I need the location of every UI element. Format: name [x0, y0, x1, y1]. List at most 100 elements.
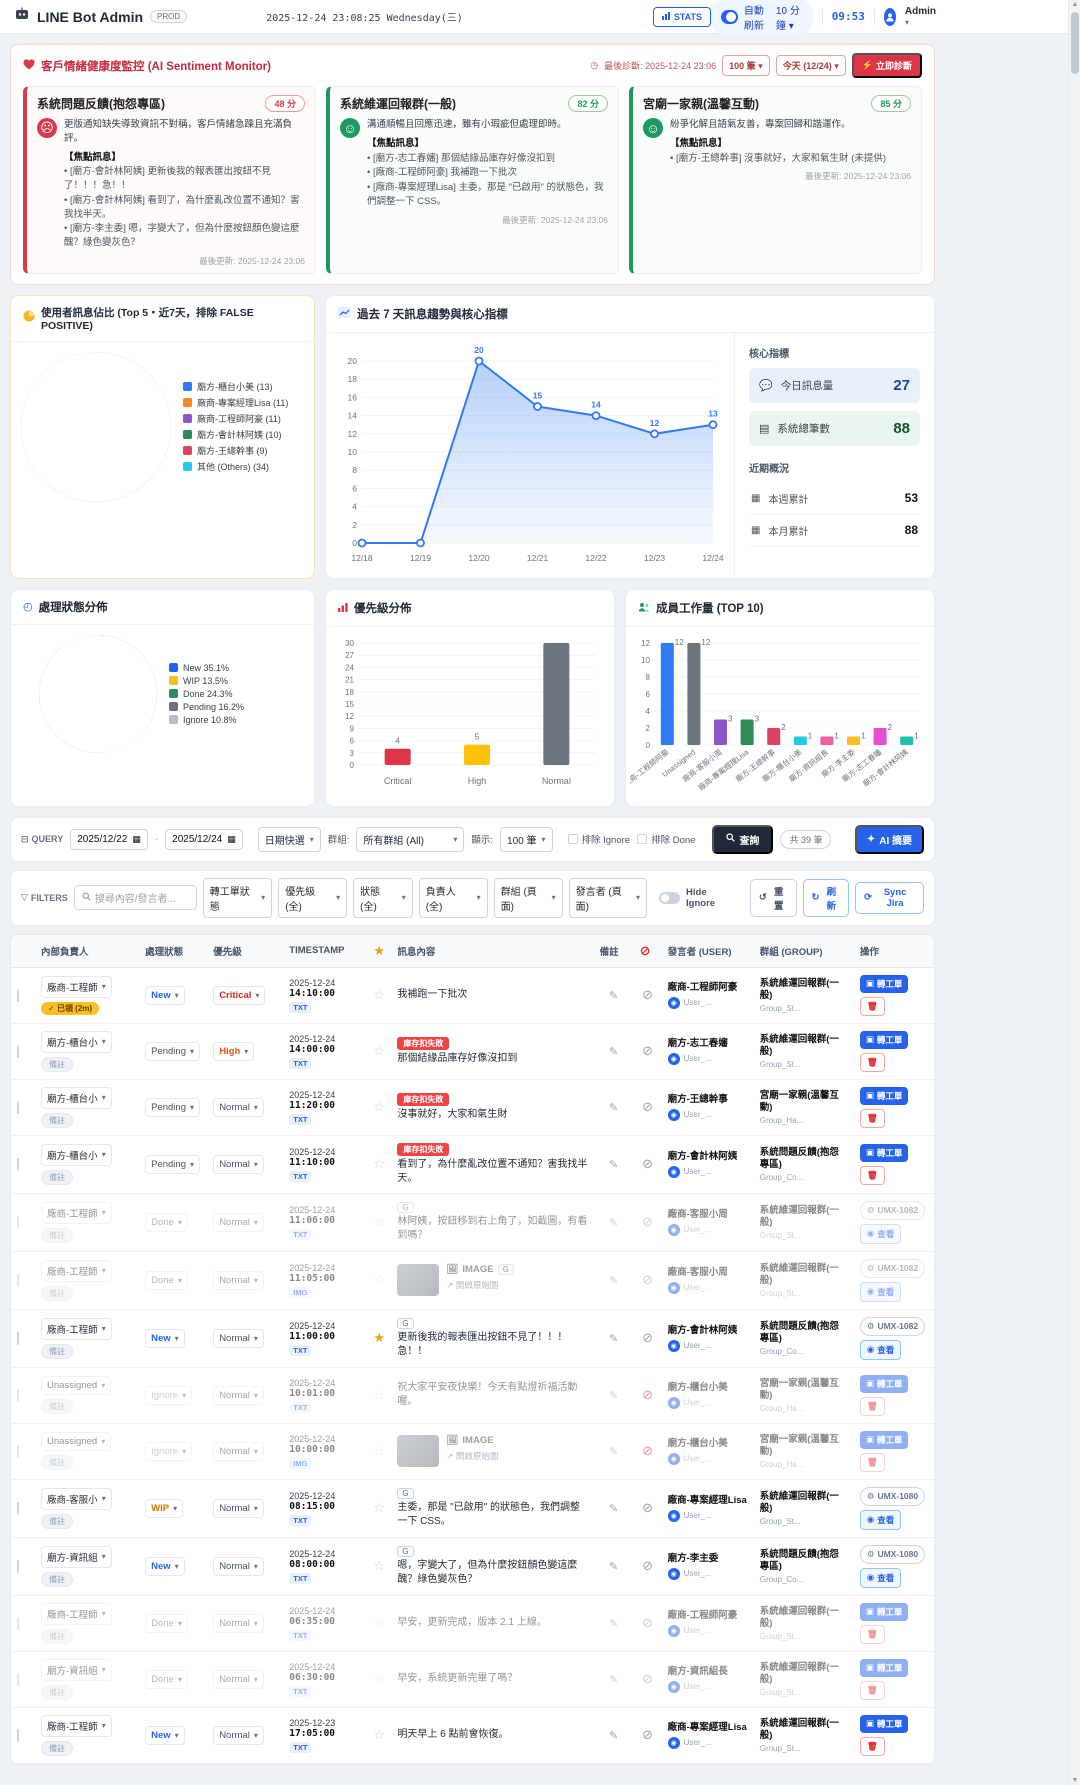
- status-select[interactable]: Done ▾: [145, 1212, 188, 1232]
- row-checkbox[interactable]: [17, 1388, 19, 1402]
- convert-ticket-button[interactable]: ▣ 轉工單: [859, 1430, 909, 1449]
- assignee-select[interactable]: 廟方-資訊組 ▾: [41, 1545, 112, 1568]
- note-edit-icon[interactable]: ✎: [608, 1560, 619, 1573]
- delete-button[interactable]: 🗑: [859, 1108, 885, 1128]
- note-edit-icon[interactable]: ✎: [608, 1332, 619, 1345]
- sync-jira-button[interactable]: ⟳ Sync Jira: [855, 881, 924, 914]
- note-button[interactable]: 備註: [41, 1740, 74, 1756]
- note-edit-icon[interactable]: ✎: [608, 1274, 619, 1287]
- assignee-select[interactable]: 廠商-工程師 ▾: [41, 1602, 112, 1625]
- note-button[interactable]: 備註: [41, 1285, 74, 1301]
- note-button[interactable]: 備註: [41, 1343, 74, 1359]
- note-edit-icon[interactable]: ✎: [608, 1045, 619, 1058]
- date-to-input[interactable]: 2025/12/24 ▦: [165, 828, 243, 850]
- assignee-filter[interactable]: 負責人 (全) ▾: [418, 877, 488, 918]
- false-positive-icon[interactable]: ⊘: [642, 1272, 654, 1288]
- status-select[interactable]: Pending ▾: [145, 1097, 201, 1117]
- assignee-select[interactable]: Unassigned ▾: [41, 1432, 112, 1452]
- diagnose-now-button[interactable]: ⚡ 立即診斷: [851, 53, 922, 78]
- ticket-status-filter[interactable]: 轉工單狀態 ▾: [202, 877, 273, 918]
- row-checkbox[interactable]: [17, 1616, 19, 1630]
- image-thumbnail[interactable]: [397, 1435, 440, 1468]
- star-icon[interactable]: ☆: [373, 1099, 385, 1115]
- status-select[interactable]: Done ▾: [145, 1669, 188, 1689]
- star-icon[interactable]: ☆: [373, 1214, 385, 1230]
- note-edit-icon[interactable]: ✎: [608, 1101, 619, 1114]
- priority-select[interactable]: Normal ▾: [213, 1556, 264, 1576]
- assignee-select[interactable]: 廠商-客服小 ▾: [41, 1487, 112, 1510]
- row-checkbox[interactable]: [17, 1100, 19, 1114]
- priority-filter[interactable]: 優先級 (全) ▾: [278, 877, 348, 918]
- auto-refresh-interval-select[interactable]: 10 分鐘 ▾: [775, 5, 800, 32]
- priority-select[interactable]: Normal ▾: [213, 1154, 264, 1174]
- assignee-select[interactable]: 廟方-資訊組 ▾: [41, 1658, 112, 1681]
- false-positive-icon[interactable]: ⊘: [642, 1500, 654, 1516]
- star-icon[interactable]: ☆: [373, 1272, 385, 1288]
- priority-select[interactable]: Normal ▾: [213, 1669, 264, 1689]
- delete-button[interactable]: 🗑: [859, 1396, 885, 1416]
- hide-ignore-toggle[interactable]: [659, 891, 681, 904]
- delete-button[interactable]: 🗑: [859, 1452, 885, 1472]
- note-edit-icon[interactable]: ✎: [608, 1673, 619, 1686]
- note-edit-icon[interactable]: ✎: [608, 1158, 619, 1171]
- row-checkbox[interactable]: [17, 1215, 19, 1229]
- status-select[interactable]: Pending ▾: [145, 1041, 201, 1061]
- assignee-select[interactable]: 廠商-工程師 ▾: [41, 1317, 112, 1340]
- image-open-link[interactable]: ↗ 開啟原始圖: [446, 1451, 499, 1462]
- false-positive-icon[interactable]: ⊘: [642, 1099, 654, 1115]
- auto-refresh-toggle[interactable]: [720, 9, 738, 24]
- delete-button[interactable]: 🗑: [859, 1052, 885, 1072]
- note-edit-icon[interactable]: ✎: [608, 1729, 619, 1742]
- exclude-done-checkbox[interactable]: 排除 Done: [637, 832, 695, 846]
- assignee-select[interactable]: 廠商-工程師 ▾: [41, 1714, 112, 1737]
- row-checkbox[interactable]: [17, 1044, 19, 1058]
- status-select[interactable]: Done ▾: [145, 1613, 188, 1633]
- star-icon[interactable]: ☆: [373, 1387, 385, 1403]
- view-button[interactable]: ◉ 查看: [859, 1223, 902, 1244]
- delete-button[interactable]: 🗑: [859, 1624, 885, 1644]
- page-scrollbar[interactable]: ▲ ▼: [1068, 0, 1080, 1785]
- false-positive-icon[interactable]: ⊘: [642, 1043, 654, 1059]
- reset-button[interactable]: ↺ 重置: [749, 878, 797, 917]
- view-button[interactable]: ◉ 查看: [859, 1339, 902, 1360]
- date-from-input[interactable]: 2025/12/22 ▦: [70, 828, 148, 850]
- view-button[interactable]: ◉ 查看: [859, 1509, 902, 1530]
- scroll-up-arrow[interactable]: ▲: [1071, 1, 1079, 8]
- star-icon[interactable]: ☆: [373, 1727, 385, 1743]
- star-icon[interactable]: ☆: [373, 1615, 385, 1631]
- delete-button[interactable]: 🗑: [859, 1736, 885, 1756]
- filter-search-input[interactable]: 搜尋內容/發言者...: [73, 885, 197, 911]
- false-positive-icon[interactable]: ⊘: [642, 1214, 654, 1230]
- note-button[interactable]: 備註: [41, 1056, 74, 1072]
- note-button[interactable]: 備註: [41, 1169, 74, 1185]
- assignee-select[interactable]: 廠商-工程師 ▾: [41, 1201, 112, 1224]
- convert-ticket-button[interactable]: ▣ 轉工單: [859, 1602, 909, 1621]
- note-edit-icon[interactable]: ✎: [608, 1502, 619, 1515]
- priority-select[interactable]: Normal ▾: [213, 1441, 264, 1461]
- stats-button[interactable]: STATS: [652, 6, 711, 27]
- priority-select[interactable]: High ▾: [213, 1041, 255, 1061]
- star-icon[interactable]: ☆: [373, 1043, 385, 1059]
- star-icon[interactable]: ☆: [373, 1156, 385, 1172]
- image-open-link[interactable]: ↗ 開啟原始圖: [446, 1280, 499, 1291]
- row-checkbox[interactable]: [17, 1273, 19, 1287]
- star-icon[interactable]: ☆: [373, 1443, 385, 1459]
- assignee-select[interactable]: 廠商-工程師 ▾: [41, 1259, 112, 1282]
- priority-select[interactable]: Critical ▾: [213, 985, 266, 1005]
- image-thumbnail[interactable]: [397, 1264, 440, 1297]
- note-edit-icon[interactable]: ✎: [608, 1216, 619, 1229]
- delete-button[interactable]: 🗑: [859, 996, 885, 1016]
- status-select[interactable]: Ignore ▾: [145, 1385, 193, 1405]
- status-select[interactable]: Ignore ▾: [145, 1441, 193, 1461]
- star-icon[interactable]: ☆: [373, 1671, 385, 1687]
- diagnosis-count-select[interactable]: 100 筆 ▾: [722, 55, 770, 76]
- convert-ticket-button[interactable]: ▣ 轉工單: [859, 1374, 909, 1393]
- convert-ticket-button[interactable]: ▣ 轉工單: [859, 1658, 909, 1677]
- false-positive-icon[interactable]: ⊘: [642, 987, 654, 1003]
- sender-filter[interactable]: 發言者 (頁面) ▾: [568, 877, 648, 918]
- priority-select[interactable]: Normal ▾: [213, 1328, 264, 1348]
- note-edit-icon[interactable]: ✎: [608, 989, 619, 1002]
- assignee-select[interactable]: 廟方-櫃台小 ▾: [41, 1030, 112, 1053]
- note-edit-icon[interactable]: ✎: [608, 1617, 619, 1630]
- view-button[interactable]: ◉ 查看: [859, 1281, 902, 1302]
